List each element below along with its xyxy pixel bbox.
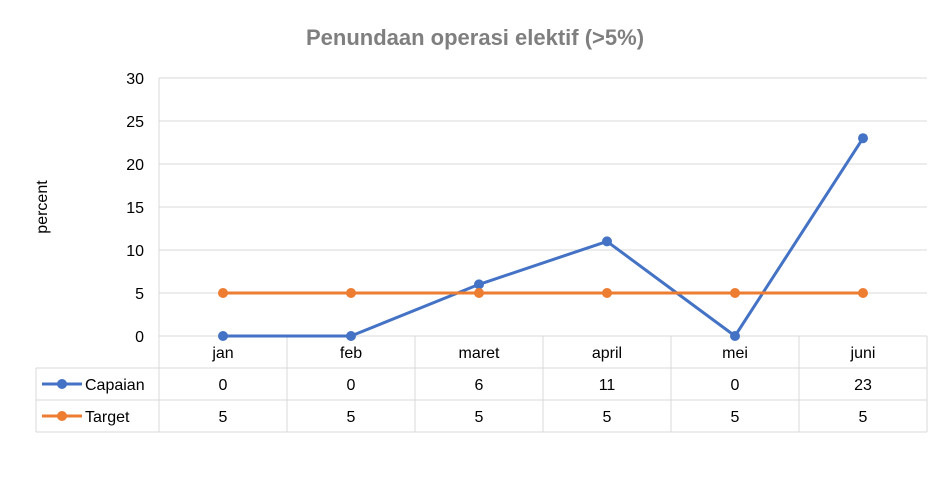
data-point bbox=[474, 279, 484, 290]
table-value: 6 bbox=[475, 377, 484, 394]
y-tick-label: 30 bbox=[126, 71, 144, 88]
table-value: 0 bbox=[219, 377, 228, 394]
data-point bbox=[346, 331, 356, 341]
y-axis-ticks: 0 5 10 15 20 25 30 bbox=[126, 71, 144, 346]
x-tick-label: juni bbox=[850, 345, 876, 362]
data-table: jan feb maret april mei juni Capaian 0 0 6 11 0 23 Ta… bbox=[35, 336, 928, 433]
data-point bbox=[730, 331, 740, 341]
legend-marker bbox=[57, 379, 67, 389]
y-tick-label: 25 bbox=[126, 114, 144, 131]
x-tick-label: maret bbox=[459, 345, 500, 362]
data-point bbox=[858, 288, 868, 298]
data-point bbox=[474, 288, 484, 298]
table-value: 5 bbox=[347, 409, 356, 426]
data-point bbox=[602, 288, 612, 298]
y-tick-label: 15 bbox=[126, 200, 144, 217]
y-tick-label: 20 bbox=[126, 157, 144, 174]
table-value: 5 bbox=[859, 409, 868, 426]
x-tick-label: feb bbox=[340, 345, 362, 362]
legend-label: Target bbox=[85, 409, 130, 426]
data-point bbox=[602, 236, 612, 247]
data-point bbox=[346, 288, 356, 298]
table-value: 0 bbox=[731, 377, 740, 394]
table-value: 5 bbox=[603, 409, 612, 426]
table-value: 5 bbox=[475, 409, 484, 426]
chart-title: Penundaan operasi elektif (>5%) bbox=[306, 25, 644, 50]
x-tick-label: jan bbox=[211, 345, 233, 362]
table-value: 5 bbox=[731, 409, 740, 426]
x-tick-label: april bbox=[592, 345, 622, 362]
y-tick-label: 10 bbox=[126, 243, 144, 260]
table-value: 11 bbox=[599, 377, 616, 394]
table-value: 5 bbox=[219, 409, 228, 426]
y-tick-label: 5 bbox=[135, 286, 144, 303]
y-axis-label: percent bbox=[34, 180, 51, 234]
y-tick-label: 0 bbox=[135, 329, 144, 346]
data-point bbox=[730, 288, 740, 298]
legend-marker bbox=[57, 411, 67, 421]
series-lines bbox=[218, 133, 868, 341]
table-value: 23 bbox=[854, 377, 872, 394]
series-line bbox=[221, 136, 865, 338]
data-point bbox=[218, 331, 228, 341]
data-point bbox=[858, 133, 868, 144]
table-value: 0 bbox=[347, 377, 356, 394]
data-point bbox=[218, 288, 228, 298]
x-tick-label: mei bbox=[722, 345, 748, 362]
legend-label: Capaian bbox=[85, 377, 145, 394]
gridlines bbox=[158, 77, 927, 337]
